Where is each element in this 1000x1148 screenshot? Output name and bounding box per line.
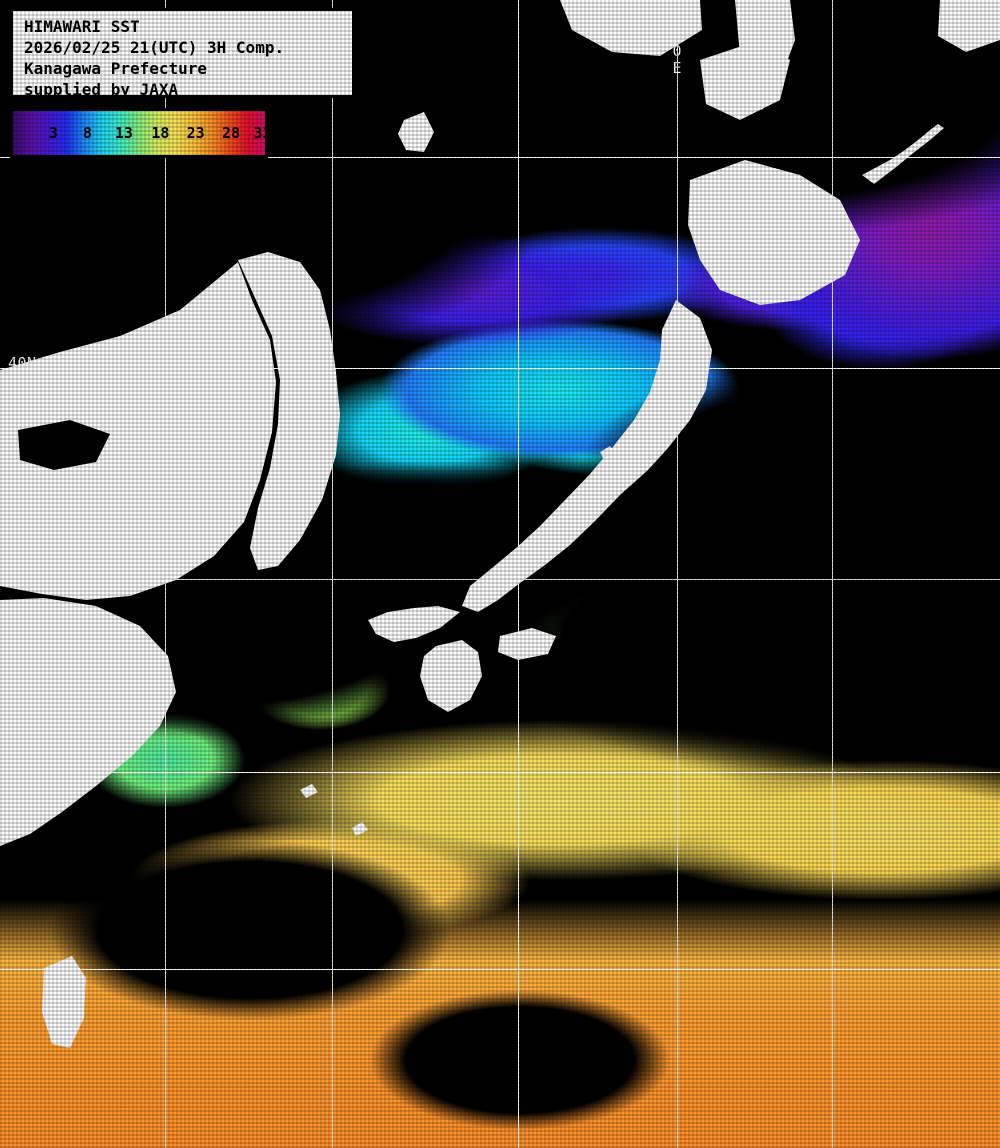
colorbar-tick-13: 13 xyxy=(114,124,133,142)
title-line-timestamp: 2026/02/25 21(UTC) 3H Comp. xyxy=(24,38,285,57)
colorbar-tick-3: 3 xyxy=(48,124,58,142)
colorbar-gradient xyxy=(13,111,265,155)
graticule-lat-line-40n xyxy=(0,368,1000,369)
colorbar-tick-23: 23 xyxy=(186,124,205,142)
graticule-lon-line xyxy=(332,0,333,1148)
graticule-lat-line xyxy=(0,969,1000,970)
graticule-lon-line xyxy=(518,0,519,1148)
colorbar-tick-labels: 3 8 13 18 23 28 33 xyxy=(13,111,272,155)
graticule-lon-line xyxy=(832,0,833,1148)
longitude-label-140e: 140E xyxy=(668,8,686,76)
colorbar-tick-28: 28 xyxy=(221,124,240,142)
title-line-region: Kanagawa Prefecture xyxy=(24,59,208,78)
title-line-source: supplied by JAXA xyxy=(24,80,179,99)
colorbar-tick-33: 33 xyxy=(253,124,272,142)
colorbar-tick-8: 8 xyxy=(82,124,92,142)
graticule-lon-line xyxy=(165,0,166,1148)
sst-colorbar: 3 8 13 18 23 28 33 xyxy=(10,108,272,158)
graticule-lon-line-140e xyxy=(677,0,678,1148)
graticule-lat-line xyxy=(0,772,1000,773)
graticule-lat-line xyxy=(0,579,1000,580)
colorbar-tick-18: 18 xyxy=(151,124,170,142)
title-line-product: HIMAWARI SST xyxy=(24,17,140,36)
graticule-lat-line xyxy=(0,157,1000,158)
title-info-box: HIMAWARI SST 2026/02/25 21(UTC) 3H Comp.… xyxy=(10,8,355,99)
latitude-label-40n: 40N xyxy=(8,354,37,372)
